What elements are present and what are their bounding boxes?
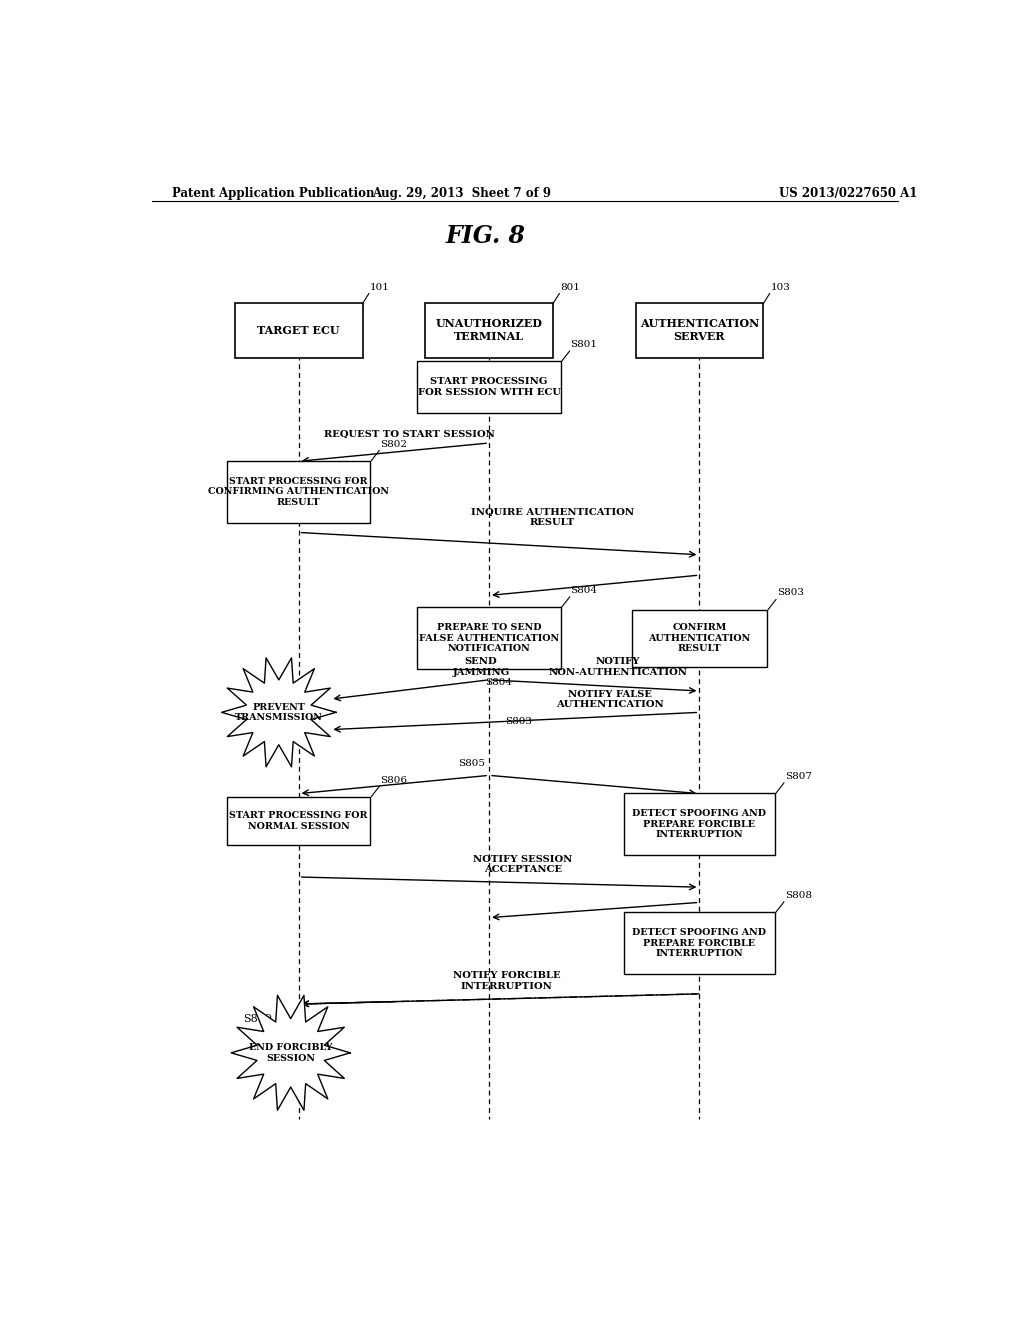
FancyBboxPatch shape <box>425 302 553 358</box>
Text: S801: S801 <box>570 341 597 348</box>
Text: S808: S808 <box>784 891 812 900</box>
FancyBboxPatch shape <box>234 302 362 358</box>
FancyBboxPatch shape <box>636 302 763 358</box>
Text: NOTIFY FORCIBLE
INTERRUPTION: NOTIFY FORCIBLE INTERRUPTION <box>454 972 561 991</box>
Text: START PROCESSING
FOR SESSION WITH ECU: START PROCESSING FOR SESSION WITH ECU <box>418 378 560 397</box>
Text: S806: S806 <box>380 776 407 784</box>
Text: Aug. 29, 2013  Sheet 7 of 9: Aug. 29, 2013 Sheet 7 of 9 <box>372 187 551 199</box>
Text: TARGET ECU: TARGET ECU <box>257 325 340 335</box>
Text: S805: S805 <box>458 759 485 768</box>
Text: UNAUTHORIZED
TERMINAL: UNAUTHORIZED TERMINAL <box>435 318 543 342</box>
Polygon shape <box>221 657 336 767</box>
Text: 103: 103 <box>770 282 791 292</box>
FancyBboxPatch shape <box>226 797 371 846</box>
Text: NOTIFY SESSION
ACCEPTANCE: NOTIFY SESSION ACCEPTANCE <box>473 854 572 874</box>
Text: CONFIRM
AUTHENTICATION
RESULT: CONFIRM AUTHENTICATION RESULT <box>648 623 751 653</box>
Polygon shape <box>231 995 350 1110</box>
Text: S803: S803 <box>777 589 804 598</box>
Text: 801: 801 <box>560 282 580 292</box>
FancyBboxPatch shape <box>226 461 371 523</box>
FancyBboxPatch shape <box>632 610 767 667</box>
Text: REQUEST TO START SESSION: REQUEST TO START SESSION <box>325 430 496 440</box>
Text: END FORCIBLY
SESSION: END FORCIBLY SESSION <box>249 1043 333 1063</box>
Text: S804: S804 <box>570 586 597 595</box>
Text: S807: S807 <box>784 772 812 781</box>
Text: NOTIFY FALSE
AUTHENTICATION: NOTIFY FALSE AUTHENTICATION <box>556 690 664 709</box>
FancyBboxPatch shape <box>417 362 561 413</box>
Text: US 2013/0227650 A1: US 2013/0227650 A1 <box>778 187 918 199</box>
Text: Patent Application Publication: Patent Application Publication <box>172 187 374 199</box>
Text: S803: S803 <box>505 718 531 726</box>
Text: S804: S804 <box>485 678 512 686</box>
Text: FIG. 8: FIG. 8 <box>445 224 525 248</box>
Text: S809: S809 <box>243 1014 272 1024</box>
FancyBboxPatch shape <box>624 793 775 855</box>
FancyBboxPatch shape <box>417 607 561 669</box>
Text: PREVENT
TRANSMISSION: PREVENT TRANSMISSION <box>234 702 323 722</box>
FancyBboxPatch shape <box>624 912 775 974</box>
Text: 101: 101 <box>370 282 389 292</box>
Text: START PROCESSING FOR
NORMAL SESSION: START PROCESSING FOR NORMAL SESSION <box>229 812 368 830</box>
Text: S802: S802 <box>380 440 407 449</box>
Text: PREPARE TO SEND
FALSE AUTHENTICATION
NOTIFICATION: PREPARE TO SEND FALSE AUTHENTICATION NOT… <box>419 623 559 653</box>
Text: DETECT SPOOFING AND
PREPARE FORCIBLE
INTERRUPTION: DETECT SPOOFING AND PREPARE FORCIBLE INT… <box>633 809 766 840</box>
Text: START PROCESSING FOR
CONFIRMING AUTHENTICATION
RESULT: START PROCESSING FOR CONFIRMING AUTHENTI… <box>208 477 389 507</box>
Text: INQUIRE AUTHENTICATION
RESULT: INQUIRE AUTHENTICATION RESULT <box>471 508 634 528</box>
Text: SEND
JAMMING: SEND JAMMING <box>453 657 510 677</box>
Text: AUTHENTICATION
SERVER: AUTHENTICATION SERVER <box>640 318 759 342</box>
Text: NOTIFY
NON-AUTHENTICATION: NOTIFY NON-AUTHENTICATION <box>549 657 687 677</box>
Text: DETECT SPOOFING AND
PREPARE FORCIBLE
INTERRUPTION: DETECT SPOOFING AND PREPARE FORCIBLE INT… <box>633 928 766 958</box>
